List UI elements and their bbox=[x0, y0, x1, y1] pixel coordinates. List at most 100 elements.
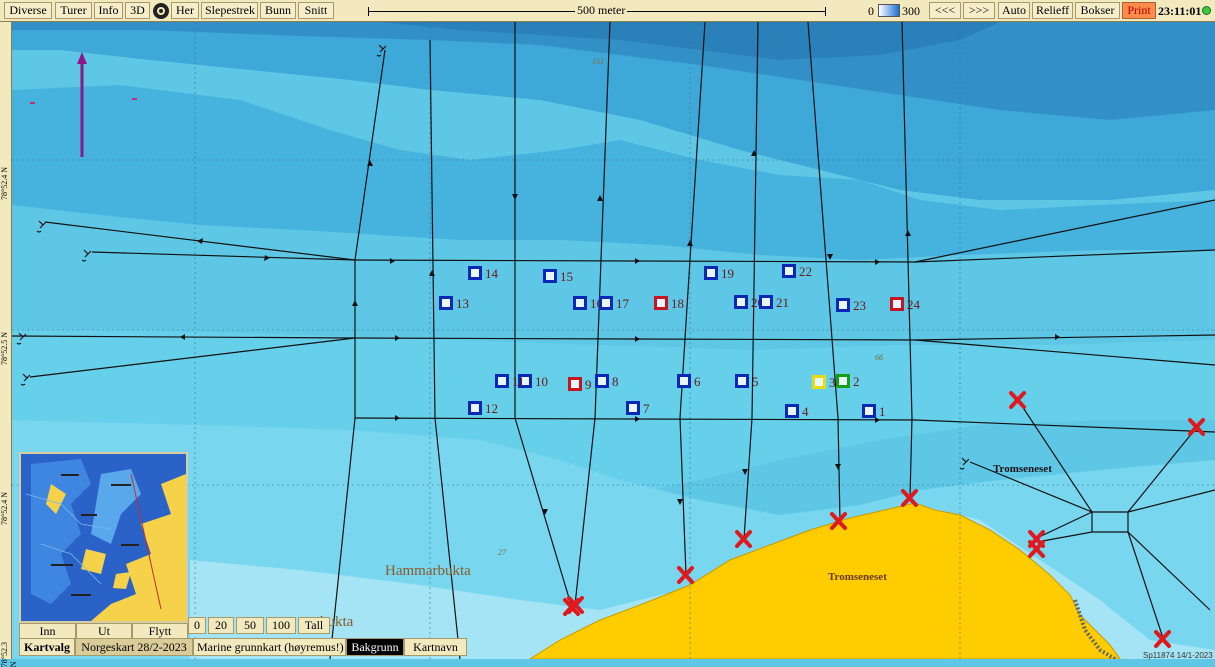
waypoint-box-inner bbox=[602, 299, 610, 307]
waypoint-box-inner bbox=[498, 377, 506, 385]
slepestrek-button[interactable]: Slepestrek bbox=[201, 2, 258, 19]
waypoint-marker[interactable]: 11 bbox=[495, 374, 525, 389]
cross-icon bbox=[567, 596, 584, 614]
overview-minimap[interactable] bbox=[19, 452, 188, 623]
waypoint-box-inner bbox=[471, 269, 479, 277]
waypoint-box-inner bbox=[815, 378, 823, 386]
waypoint-label: 6 bbox=[694, 374, 701, 389]
lat-label: 78°52.5 N bbox=[0, 332, 9, 365]
waypoint-marker[interactable]: 21 bbox=[759, 295, 789, 310]
kartvalg-button[interactable]: Kartvalg bbox=[19, 638, 75, 656]
bakgrunn-button[interactable]: Bakgrunn bbox=[346, 638, 404, 656]
auto-button[interactable]: Auto bbox=[998, 2, 1030, 19]
zoom-in-button[interactable]: Inn bbox=[19, 623, 76, 639]
norgeskart-button[interactable]: Norgeskart 28/2-2023 bbox=[75, 638, 193, 656]
waypoint-marker[interactable]: 10 bbox=[518, 374, 548, 389]
bokser-button[interactable]: Bokser bbox=[1075, 2, 1120, 19]
waypoint-marker[interactable]: 17 bbox=[599, 296, 630, 311]
scale-button-0[interactable]: 0 bbox=[188, 617, 206, 634]
relieff-button[interactable]: Relieff bbox=[1032, 2, 1073, 19]
waypoint-label: 3 bbox=[829, 375, 836, 390]
marine-grunnkart-button[interactable]: Marine grunnkart (høyremus!) bbox=[193, 638, 346, 656]
waypoint-marker[interactable]: 24 bbox=[890, 297, 921, 312]
zoom-out-button[interactable]: Ut bbox=[76, 623, 132, 639]
waypoint-marker[interactable]: 22 bbox=[782, 264, 812, 279]
scale-button-100[interactable]: 100 bbox=[266, 617, 296, 634]
waypoint-box-inner bbox=[546, 272, 554, 280]
waypoint-marker[interactable]: 12 bbox=[468, 401, 498, 416]
turer-button[interactable]: Turer bbox=[55, 2, 92, 19]
waypoint-box-inner bbox=[680, 377, 688, 385]
waypoint-marker[interactable]: 13 bbox=[439, 296, 469, 311]
next-button[interactable]: >>> bbox=[963, 2, 995, 19]
waypoint-marker[interactable]: 4 bbox=[785, 404, 809, 419]
waypoint-marker[interactable]: 5 bbox=[735, 374, 759, 389]
anchor-icon bbox=[16, 332, 27, 345]
waypoint-label: 12 bbox=[485, 401, 498, 416]
waypoint-label: 8 bbox=[612, 374, 619, 389]
waypoint-label: 15 bbox=[560, 269, 573, 284]
waypoint-marker[interactable]: 7 bbox=[626, 401, 650, 416]
waypoint-box-inner bbox=[762, 298, 770, 306]
waypoint-box-inner bbox=[737, 298, 745, 306]
waypoint-marker[interactable]: 15 bbox=[543, 269, 573, 284]
copyright-label: Sp11874 14/1-2023 bbox=[1143, 651, 1213, 660]
3d-button[interactable]: 3D bbox=[125, 2, 150, 19]
target-icon[interactable] bbox=[153, 3, 169, 19]
latitude-ruler: 78°52.4 N 78°52.5 N 78°52.4 N 78°52.3 N bbox=[0, 22, 18, 667]
prev-button[interactable]: <<< bbox=[929, 2, 961, 19]
bunn-button[interactable]: Bunn bbox=[260, 2, 296, 19]
waypoint-box-inner bbox=[785, 267, 793, 275]
waypoint-box-inner bbox=[839, 377, 847, 385]
diverse-button[interactable]: Diverse bbox=[4, 2, 52, 19]
waypoint-marker[interactable]: 18 bbox=[654, 296, 684, 311]
scale-button-20[interactable]: 20 bbox=[208, 617, 234, 634]
cross-icon bbox=[1188, 418, 1205, 436]
waypoint-marker[interactable]: 1 bbox=[862, 404, 886, 419]
print-button[interactable]: Print bbox=[1122, 2, 1156, 19]
snitt-button[interactable]: Snitt bbox=[298, 2, 334, 19]
scale-button-tall[interactable]: Tall bbox=[298, 617, 330, 634]
cross-icon bbox=[1009, 391, 1026, 409]
cross-icon bbox=[677, 566, 694, 584]
waypoint-marker[interactable]: 9 bbox=[568, 377, 592, 392]
waypoint-label: 1 bbox=[879, 404, 886, 419]
place-tromseneset-sea: Tromseneset bbox=[993, 463, 1052, 475]
clock: 23:11:01 bbox=[1158, 4, 1202, 18]
minimap-controls: Inn Ut Flytt bbox=[19, 623, 188, 639]
waypoint-box-inner bbox=[598, 377, 606, 385]
waypoint-box-inner bbox=[788, 407, 796, 415]
waypoint-marker[interactable]: 2 bbox=[836, 374, 860, 389]
info-button[interactable]: Info bbox=[94, 2, 123, 19]
scale-button-50[interactable]: 50 bbox=[236, 617, 264, 634]
anchor-icons bbox=[16, 44, 970, 470]
waypoint-marker[interactable]: 23 bbox=[836, 298, 866, 313]
depth-min-label: 0 bbox=[868, 4, 874, 18]
cross-icon bbox=[901, 489, 918, 507]
waypoint-label: 19 bbox=[721, 266, 734, 281]
land-tromseneset bbox=[529, 502, 1121, 659]
her-button[interactable]: Her bbox=[171, 2, 199, 19]
waypoint-marker[interactable]: 19 bbox=[704, 266, 734, 281]
move-button[interactable]: Flytt bbox=[132, 623, 188, 639]
anchor-icon bbox=[36, 220, 47, 233]
anchor-icon bbox=[20, 373, 31, 386]
waypoint-box-inner bbox=[738, 377, 746, 385]
depth-legend[interactable] bbox=[878, 4, 900, 17]
waypoint-label: 22 bbox=[799, 264, 812, 279]
waypoint-marker[interactable]: 14 bbox=[468, 266, 499, 281]
waypoint-marker[interactable]: 6 bbox=[677, 374, 701, 389]
waypoint-box-inner bbox=[442, 299, 450, 307]
lat-label: 78°52.4 N bbox=[0, 492, 9, 525]
waypoint-marker[interactable]: 8 bbox=[595, 374, 619, 389]
anchor-icon bbox=[959, 457, 970, 470]
shore-hatch bbox=[1073, 599, 1117, 659]
waypoint-box-inner bbox=[657, 299, 665, 307]
kartnavn-button[interactable]: Kartnavn bbox=[404, 638, 467, 656]
waypoint-label: 23 bbox=[853, 298, 866, 313]
waypoint-marker[interactable]: 3 bbox=[812, 375, 836, 390]
lat-label: 78°52.3 N bbox=[0, 642, 18, 667]
scale-bar-tick bbox=[368, 7, 369, 16]
